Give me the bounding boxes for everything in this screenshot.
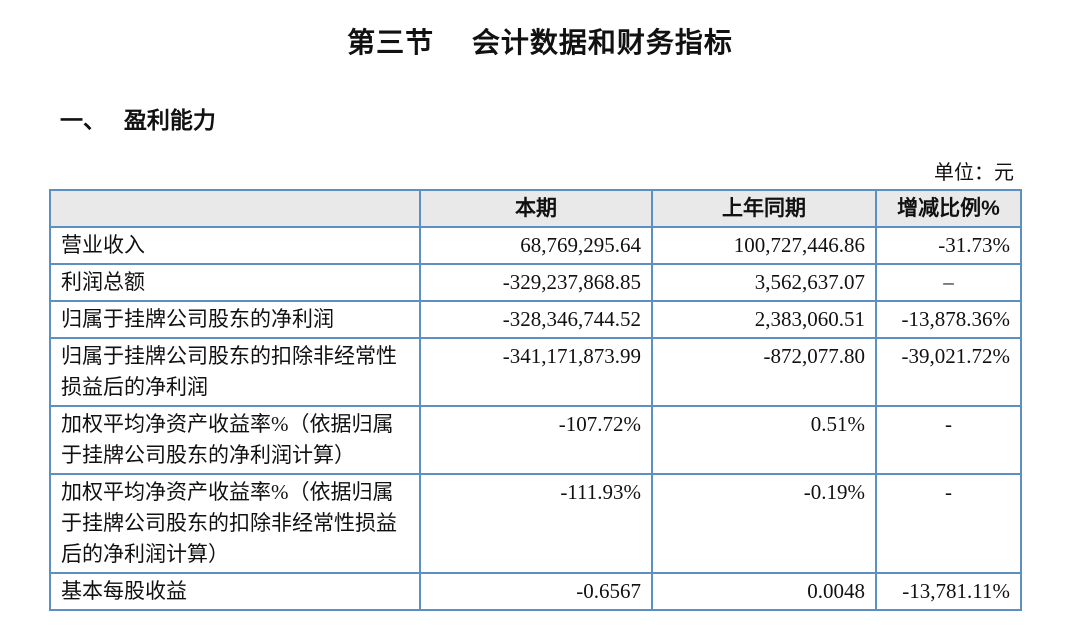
current-period-value: -111.93% [419, 473, 653, 574]
prior-period-value: 100,727,446.86 [651, 226, 877, 265]
metric-label: 加权平均净资产收益率%（依据归属于挂牌公司股东的净利润计算） [49, 405, 421, 475]
table-row-operating-revenue: 营业收入 68,769,295.64 100,727,446.86 -31.73… [49, 226, 1022, 265]
header-change-ratio: 增减比例% [875, 189, 1022, 228]
change-ratio-value: - [875, 473, 1022, 574]
current-period-value: -329,237,868.85 [419, 263, 653, 302]
metric-label: 加权平均净资产收益率%（依据归属于挂牌公司股东的扣除非经常性损益后的净利润计算） [49, 473, 421, 574]
change-ratio-value: -13,878.36% [875, 300, 1022, 339]
table-row-weighted-avg-roe-excl-nonrecurring: 加权平均净资产收益率%（依据归属于挂牌公司股东的扣除非经常性损益后的净利润计算）… [49, 473, 1022, 574]
metric-label: 基本每股收益 [49, 572, 421, 611]
page-title: 第三节 会计数据和财务指标 [347, 27, 733, 58]
header-current-period: 本期 [419, 189, 653, 228]
prior-period-value: -872,077.80 [651, 337, 877, 407]
current-period-value: -0.6567 [419, 572, 653, 611]
table-row-basic-eps: 基本每股收益 -0.6567 0.0048 -13,781.11% [49, 572, 1022, 611]
header-prior-period: 上年同期 [651, 189, 877, 228]
metric-label: 利润总额 [49, 263, 421, 302]
unit-label: 单位：元 [934, 162, 1014, 184]
section-heading: 一、 盈利能力 [60, 107, 216, 133]
prior-period-value: 3,562,637.07 [651, 263, 877, 302]
current-period-value: -107.72% [419, 405, 653, 475]
prior-period-value: -0.19% [651, 473, 877, 574]
table-header-row: 本期 上年同期 增减比例% [49, 189, 1022, 228]
prior-period-value: 0.0048 [651, 572, 877, 611]
financial-table: 本期 上年同期 增减比例% 营业收入 68,769,295.64 100,727… [49, 189, 1022, 611]
prior-period-value: 0.51% [651, 405, 877, 475]
change-ratio-value: -39,021.72% [875, 337, 1022, 407]
table-row-net-profit-excl-nonrecurring: 归属于挂牌公司股东的扣除非经常性损益后的净利润 -341,171,873.99 … [49, 337, 1022, 407]
change-ratio-value: – [875, 263, 1022, 302]
table-row-net-profit-attributable: 归属于挂牌公司股东的净利润 -328,346,744.52 2,383,060.… [49, 300, 1022, 339]
change-ratio-value: - [875, 405, 1022, 475]
change-ratio-value: -13,781.11% [875, 572, 1022, 611]
header-blank [49, 189, 421, 228]
change-ratio-value: -31.73% [875, 226, 1022, 265]
prior-period-value: 2,383,060.51 [651, 300, 877, 339]
metric-label: 营业收入 [49, 226, 421, 265]
metric-label: 归属于挂牌公司股东的净利润 [49, 300, 421, 339]
current-period-value: 68,769,295.64 [419, 226, 653, 265]
current-period-value: -341,171,873.99 [419, 337, 653, 407]
metric-label: 归属于挂牌公司股东的扣除非经常性损益后的净利润 [49, 337, 421, 407]
current-period-value: -328,346,744.52 [419, 300, 653, 339]
table-row-weighted-avg-roe: 加权平均净资产收益率%（依据归属于挂牌公司股东的净利润计算） -107.72% … [49, 405, 1022, 475]
table-row-total-profit: 利润总额 -329,237,868.85 3,562,637.07 – [49, 263, 1022, 302]
